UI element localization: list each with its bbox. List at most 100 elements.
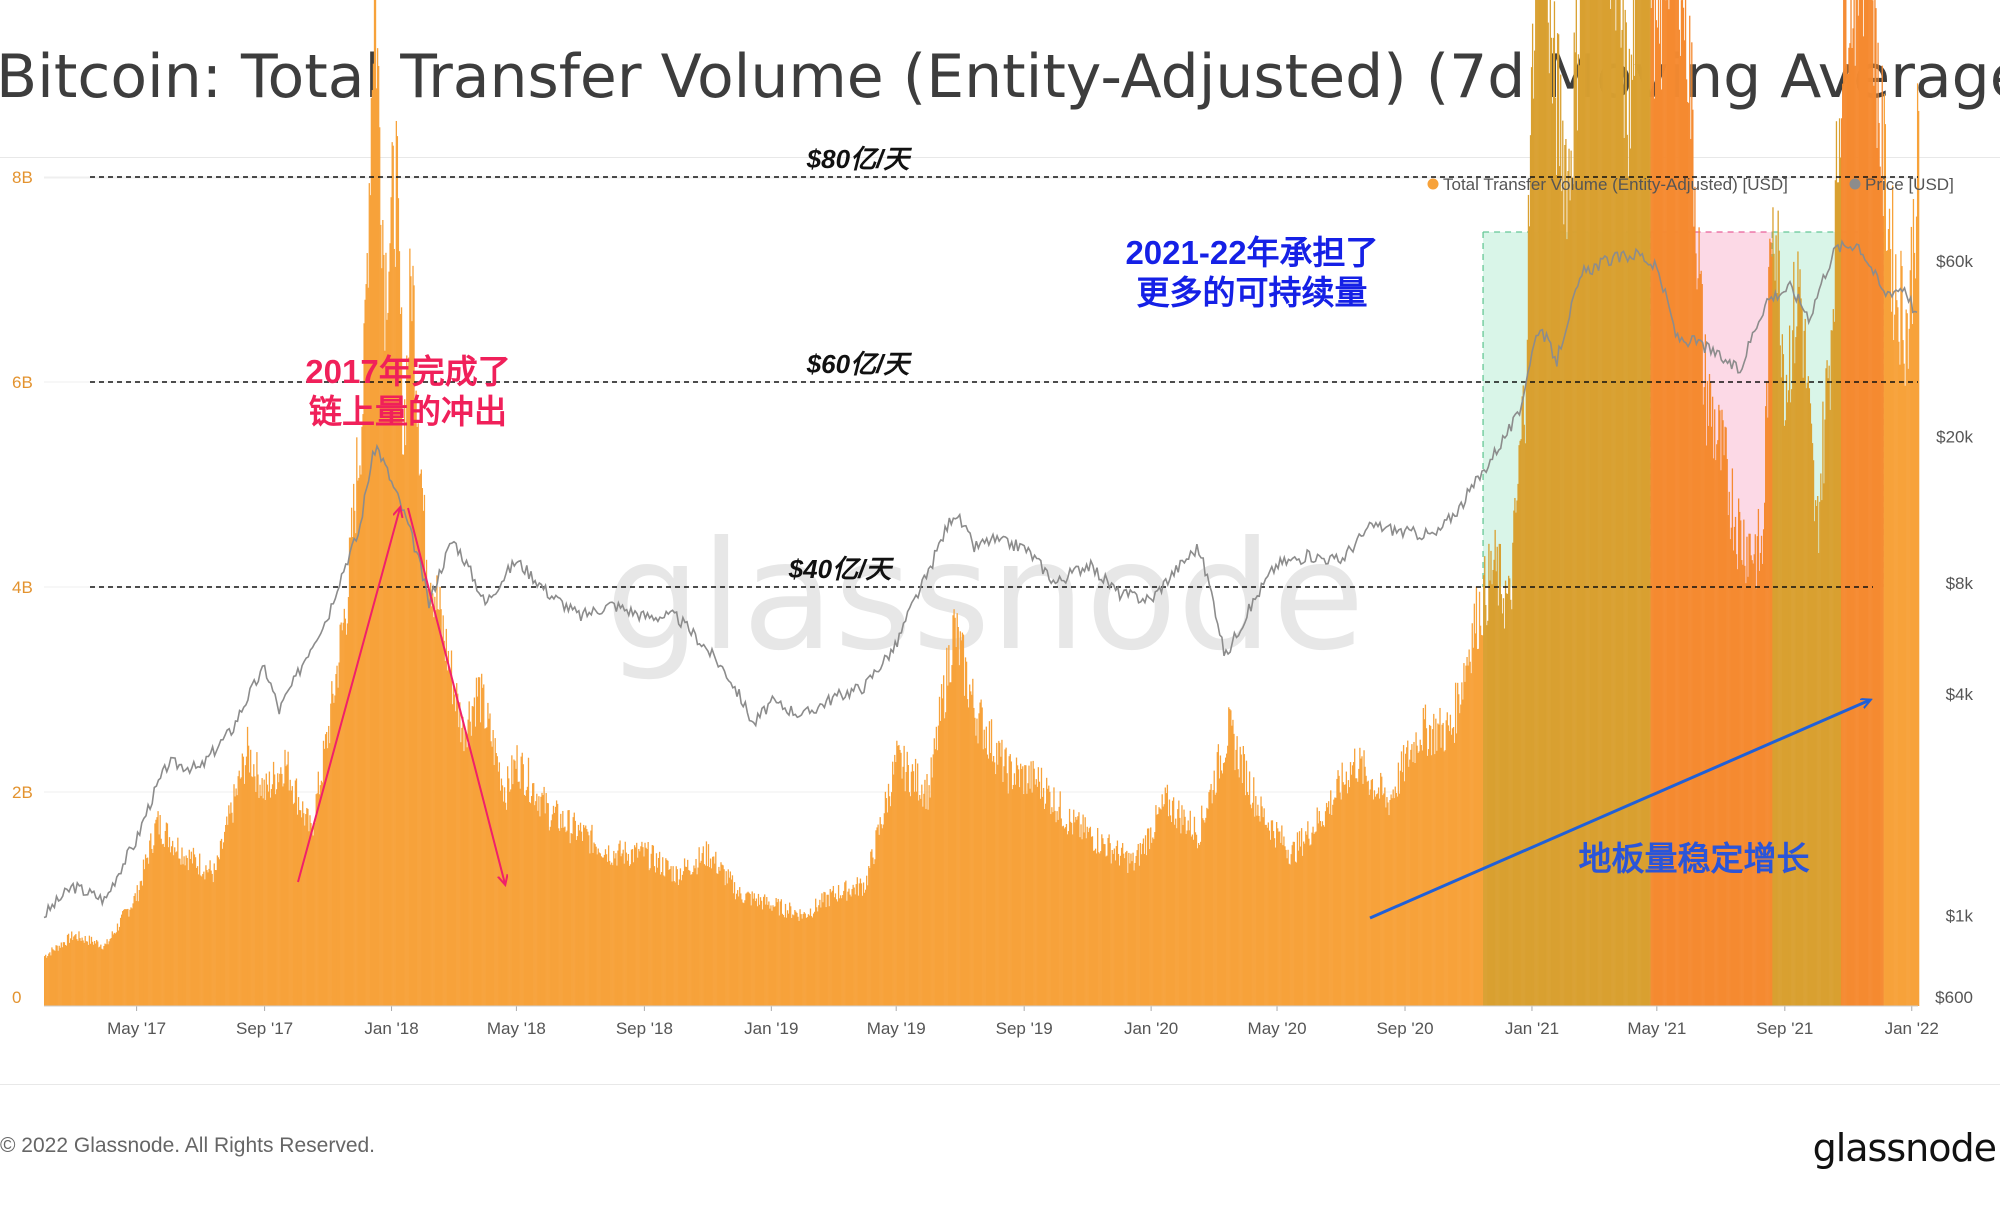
volume-bar — [1006, 773, 1008, 1006]
volume-bar — [923, 793, 925, 1006]
volume-bar — [1064, 827, 1067, 1006]
volume-bar — [1328, 801, 1330, 1006]
volume-bar — [1364, 766, 1366, 1006]
volume-bar — [1117, 853, 1120, 1006]
volume-bar — [1591, 0, 1593, 1007]
volume-bar — [1543, 0, 1545, 1006]
volume-bar — [1589, 0, 1591, 1006]
volume-bar — [1021, 769, 1023, 1006]
volume-bar — [642, 847, 644, 1006]
volume-bar — [1682, 7, 1685, 1007]
volume-bar — [1838, 118, 1841, 1007]
volume-bar — [1267, 822, 1269, 1006]
volume-bar — [1174, 824, 1176, 1006]
volume-bar — [461, 727, 463, 1006]
volume-bar — [1705, 445, 1708, 1006]
volume-bar — [778, 915, 780, 1006]
volume-bar — [296, 814, 299, 1006]
volume-bar — [1465, 665, 1467, 1006]
volume-bar — [45, 954, 47, 1006]
volume-bar — [1148, 828, 1150, 1006]
volume-bar — [661, 872, 663, 1006]
volume-bar — [926, 774, 928, 1006]
volume-bar — [837, 885, 840, 1006]
volume-bar — [1014, 784, 1017, 1006]
volume-bar — [1893, 340, 1895, 1006]
volume-bar — [1294, 861, 1297, 1006]
volume-bar — [866, 875, 868, 1006]
volume-bar — [221, 848, 224, 1006]
volume-bar — [1329, 813, 1331, 1006]
volume-bar — [1165, 793, 1167, 1006]
volume-bar — [644, 842, 646, 1006]
volume-bar — [459, 702, 461, 1006]
volume-bar — [76, 939, 78, 1006]
volume-bar — [630, 849, 633, 1006]
volume-bar — [1792, 330, 1794, 1006]
volume-bar — [1265, 824, 1267, 1006]
volume-bar — [398, 251, 401, 1006]
volume-bar — [1513, 510, 1515, 1006]
arrow-fall — [407, 507, 505, 884]
volume-bar — [1553, 1, 1556, 1006]
volume-bar — [989, 752, 992, 1006]
volume-bar — [532, 783, 534, 1006]
volume-bar — [901, 778, 903, 1006]
volume-bar — [972, 678, 974, 1006]
volume-bar — [1524, 443, 1526, 1007]
volume-bar — [182, 864, 184, 1006]
volume-bar — [94, 943, 97, 1006]
volume-bar — [1848, 47, 1850, 1006]
volume-bar — [1076, 819, 1078, 1006]
volume-bar — [683, 858, 686, 1006]
volume-bar — [1011, 789, 1013, 1006]
volume-bar — [60, 942, 62, 1006]
volume-bar — [185, 855, 187, 1006]
volume-bar — [87, 944, 90, 1006]
volume-bar — [1182, 824, 1184, 1006]
volume-bar — [1677, 0, 1679, 1007]
volume-bar — [78, 931, 80, 1006]
volume-bar — [1209, 789, 1211, 1006]
volume-bar — [166, 823, 169, 1006]
volume-bar — [1669, 0, 1671, 1007]
volume-bar — [1285, 849, 1287, 1006]
volume-bar — [1150, 827, 1152, 1006]
volume-bar — [1008, 756, 1010, 1006]
volume-bar — [1082, 814, 1084, 1006]
volume-bar — [950, 682, 952, 1006]
volume-bar — [986, 754, 989, 1006]
volume-bar — [873, 864, 875, 1006]
volume-bar — [844, 882, 846, 1006]
volume-bar — [1608, 0, 1611, 1007]
volume-bar — [1368, 794, 1370, 1006]
volume-bar — [673, 881, 675, 1006]
volume-bar — [828, 906, 830, 1006]
volume-bar — [978, 713, 980, 1006]
volume-bar — [1115, 846, 1118, 1006]
y-left-tick-label: 6B — [12, 373, 33, 392]
volume-bar — [1472, 647, 1474, 1006]
volume-bar — [727, 869, 729, 1006]
volume-bar — [1013, 773, 1016, 1006]
volume-bar — [408, 357, 410, 1006]
volume-bar — [689, 870, 691, 1006]
volume-bar — [653, 866, 656, 1006]
volume-bar — [46, 957, 48, 1006]
volume-bar — [1381, 776, 1383, 1006]
volume-bar — [811, 917, 814, 1006]
volume-bar — [1784, 420, 1787, 1006]
volume-bar — [501, 785, 504, 1006]
volume-bar — [397, 198, 400, 1007]
volume-bar — [190, 851, 193, 1006]
volume-bar — [368, 183, 370, 1007]
volume-bar — [850, 896, 852, 1006]
volume-bar — [1883, 93, 1885, 1006]
volume-bar — [381, 268, 383, 1007]
volume-bar — [1177, 809, 1179, 1006]
volume-bar — [1439, 707, 1441, 1006]
volume-bar — [1540, 0, 1542, 1007]
volume-bar — [1463, 663, 1465, 1006]
volume-bar — [1554, 97, 1557, 1007]
volume-bar — [568, 810, 570, 1006]
